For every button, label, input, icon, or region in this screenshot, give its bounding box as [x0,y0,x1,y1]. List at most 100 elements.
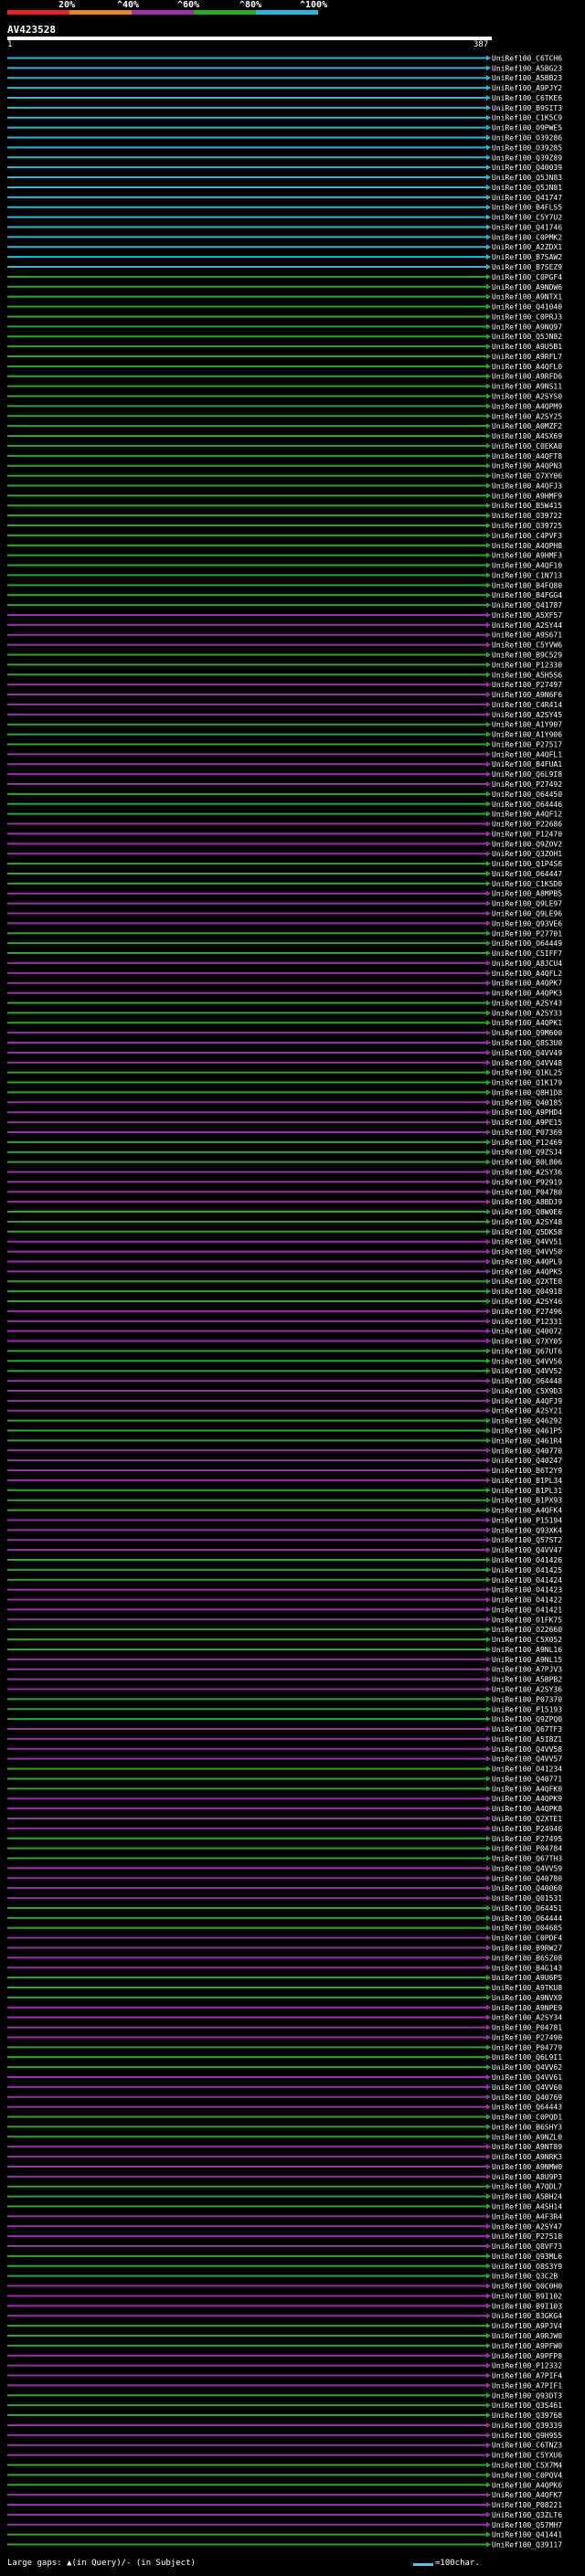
hit-label[interactable]: UniRef100_B1PX93 [492,1497,562,1505]
hit-label[interactable]: UniRef100_C0PQD1 [492,2114,562,2122]
hit-label[interactable]: UniRef100_C5YXU6 [492,2452,562,2460]
hit-label[interactable]: UniRef100_Q461R4 [492,1436,562,1445]
hit-label[interactable]: UniRef100_A4QPK3 [492,990,562,998]
hit-label[interactable]: UniRef100_Q93XK4 [492,1526,562,1534]
hit-label[interactable]: UniRef100_A4QFJ9 [492,1397,562,1405]
hit-label[interactable]: UniRef100_Q4VV52 [492,1367,562,1375]
hit-label[interactable]: UniRef100_Q8S3U0 [492,1039,562,1047]
hit-label[interactable]: UniRef100_C6TNZ3 [492,2442,562,2450]
hit-label[interactable]: UniRef100_A7PJV3 [492,1666,562,1674]
hit-label[interactable]: UniRef100_B9RW27 [492,1944,562,1952]
hit-label[interactable]: UniRef100_Q9ZOV2 [492,840,562,848]
hit-label[interactable]: UniRef100_Q6L9I8 [492,770,562,779]
hit-label[interactable]: UniRef100_O39285 [492,143,562,152]
hit-label[interactable]: UniRef100_P07369 [492,1129,562,1137]
hit-label[interactable]: UniRef100_A4QPK1 [492,1019,562,1027]
hit-label[interactable]: UniRef100_O8S3Y9 [492,2263,562,2271]
hit-label[interactable]: UniRef100_A9N6F6 [492,691,562,699]
hit-label[interactable]: UniRef100_A4F3R4 [492,2212,562,2221]
hit-label[interactable]: UniRef100_C6TCH6 [492,54,562,62]
hit-label[interactable]: UniRef100_A9NPE9 [492,2004,562,2012]
hit-label[interactable]: UniRef100_C0PDF4 [492,1935,562,1943]
hit-label[interactable]: UniRef100_Q40780 [492,1874,562,1882]
hit-label[interactable]: UniRef100_A4QFK4 [492,1507,562,1515]
hit-label[interactable]: UniRef100_Q4VV56 [492,1357,562,1365]
hit-label[interactable]: UniRef100_A5I8Z1 [492,1735,562,1744]
hit-label[interactable]: UniRef100_O64447 [492,870,562,878]
hit-label[interactable]: UniRef100_C5X9D3 [492,1387,562,1395]
hit-label[interactable]: UniRef100_C4R414 [492,701,562,709]
hit-label[interactable]: UniRef100_Q46292 [492,1417,562,1426]
hit-label[interactable]: UniRef100_A7QDL7 [492,2183,562,2191]
hit-label[interactable]: UniRef100_A9NS11 [492,383,562,391]
hit-label[interactable]: UniRef100_B4FUA1 [492,760,562,769]
hit-label[interactable]: UniRef100_B4FGG4 [492,591,562,599]
hit-label[interactable]: UniRef100_A9PJV4 [492,2322,562,2330]
hit-label[interactable]: UniRef100_A1Y907 [492,721,562,729]
hit-label[interactable]: UniRef100_Q4VV47 [492,1546,562,1554]
hit-label[interactable]: UniRef100_O04685 [492,1924,562,1933]
hit-label[interactable]: UniRef100_O41422 [492,1596,562,1605]
hit-label[interactable]: UniRef100_B4FLS5 [492,204,562,212]
hit-label[interactable]: UniRef100_Q2XTE1 [492,1815,562,1823]
hit-label[interactable]: UniRef100_Q67TF3 [492,1725,562,1733]
hit-label[interactable]: UniRef100_Q3ZOH1 [492,850,562,858]
hit-label[interactable]: UniRef100_O1FK75 [492,1616,562,1624]
hit-label[interactable]: UniRef100_Q9ZPQ0 [492,1715,562,1723]
hit-label[interactable]: UniRef100_A4QPL9 [492,1257,562,1266]
hit-label[interactable]: UniRef100_Q4VV60 [492,2083,562,2092]
hit-label[interactable]: UniRef100_A5XF57 [492,611,562,620]
hit-label[interactable]: UniRef100_Q41787 [492,601,562,610]
hit-label[interactable]: UniRef100_Q93VE6 [492,919,562,928]
hit-label[interactable]: UniRef100_P12470 [492,830,562,838]
hit-label[interactable]: UniRef100_O41426 [492,1556,562,1564]
hit-label[interactable]: UniRef100_Q8H1D8 [492,1088,562,1097]
hit-label[interactable]: UniRef100_Q67TH3 [492,1855,562,1863]
hit-label[interactable]: UniRef100_A9NTX1 [492,293,562,302]
hit-label[interactable]: UniRef100_A4SX69 [492,432,562,440]
hit-label[interactable]: UniRef100_A4QFL2 [492,970,562,978]
hit-label[interactable]: UniRef100_O64446 [492,800,562,809]
hit-label[interactable]: UniRef100_A5BPB2 [492,1676,562,1684]
hit-label[interactable]: UniRef100_Q4VV49 [492,1049,562,1057]
hit-label[interactable]: UniRef100_A9PE15 [492,1118,562,1127]
hit-label[interactable]: UniRef100_Q41747 [492,194,562,202]
hit-label[interactable]: UniRef100_Q39768 [492,2412,562,2420]
hit-label[interactable]: UniRef100_Q3S461 [492,2401,562,2410]
hit-label[interactable]: UniRef100_B3GKG4 [492,2312,562,2320]
hit-label[interactable]: UniRef100_Q40771 [492,1775,562,1783]
hit-label[interactable]: UniRef100_A4QFL1 [492,750,562,758]
hit-label[interactable]: UniRef100_Q39Z89 [492,154,562,162]
hit-label[interactable]: UniRef100_Q5DK58 [492,1228,562,1236]
hit-label[interactable]: UniRef100_C0PQV4 [492,2471,562,2479]
hit-label[interactable]: UniRef100_A4QPK6 [492,2481,562,2489]
hit-label[interactable]: UniRef100_P27490 [492,2033,562,2041]
hit-label[interactable]: UniRef100_Q9LE96 [492,910,562,918]
hit-label[interactable]: UniRef100_A2SY45 [492,711,562,719]
hit-label[interactable]: UniRef100_Q4VV57 [492,1755,562,1764]
hit-label[interactable]: UniRef100_B9SIT3 [492,104,562,112]
hit-label[interactable]: UniRef100_C5YVW6 [492,641,562,650]
hit-label[interactable]: UniRef100_O39286 [492,134,562,143]
hit-label[interactable]: UniRef100_A9U6P5 [492,1974,562,1982]
hit-label[interactable]: UniRef100_P27518 [492,2232,562,2241]
hit-label[interactable]: UniRef100_C1K5C9 [492,114,562,122]
hit-label[interactable]: UniRef100_A9NMW0 [492,2163,562,2171]
hit-label[interactable]: UniRef100_A9PJY2 [492,84,562,92]
hit-label[interactable]: UniRef100_C5X052 [492,1636,562,1644]
hit-label[interactable]: UniRef100_Q4VV48 [492,1059,562,1067]
hit-label[interactable]: UniRef100_Q41441 [492,2531,562,2539]
hit-label[interactable]: UniRef100_A2SY21 [492,1407,562,1415]
hit-label[interactable]: UniRef100_Q4VV61 [492,2073,562,2082]
hit-label[interactable]: UniRef100_A2SY36 [492,1169,562,1177]
hit-label[interactable]: UniRef100_B4G143 [492,1964,562,1972]
hit-label[interactable]: UniRef100_P27497 [492,681,562,689]
hit-label[interactable]: UniRef100_Q67UT6 [492,1347,562,1355]
hit-label[interactable]: UniRef100_O39725 [492,522,562,530]
hit-label[interactable]: UniRef100_O41421 [492,1606,562,1614]
hit-label[interactable]: UniRef100_P27517 [492,740,562,748]
hit-label[interactable]: UniRef100_B6SHY3 [492,2123,562,2131]
hit-label[interactable]: UniRef100_A4QPH8 [492,542,562,550]
hit-label[interactable]: UniRef100_A2ZDX1 [492,243,562,251]
hit-label[interactable]: UniRef100_B6T2Y9 [492,1467,562,1475]
